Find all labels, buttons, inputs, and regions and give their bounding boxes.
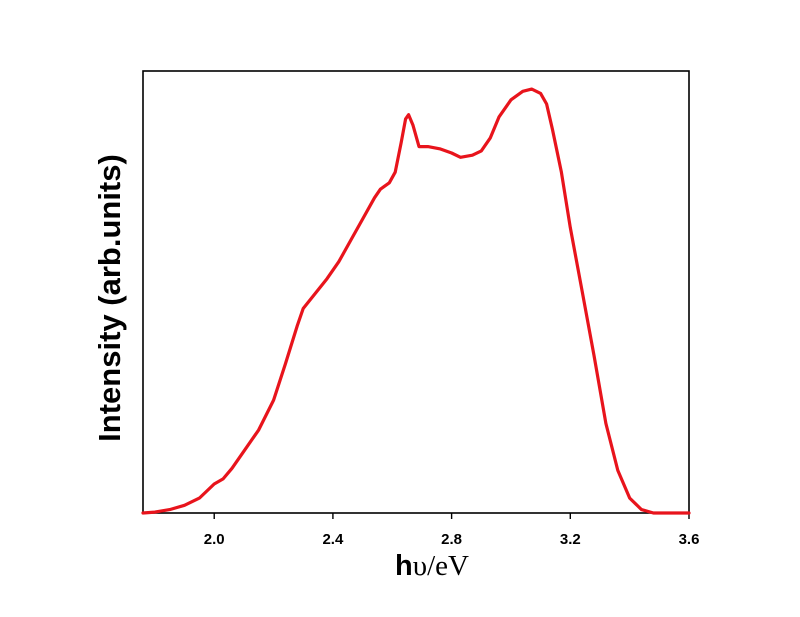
x-tick-label-3.6: 3.6 <box>679 531 700 548</box>
x-axis-tick-labels: 2.0 2.4 2.8 3.2 3.6 <box>204 531 700 548</box>
x-axis-title-rest: υ/eV <box>413 550 469 582</box>
x-tick-label-2.8: 2.8 <box>441 531 462 548</box>
x-axis-title-h: h <box>395 550 413 582</box>
x-tick-label-3.2: 3.2 <box>560 531 581 548</box>
spectrum-line <box>141 87 691 515</box>
x-tick-label-2.0: 2.0 <box>204 531 225 548</box>
x-tick-label-2.4: 2.4 <box>322 531 344 548</box>
x-axis-ticks <box>213 513 690 519</box>
x-axis-title: hυ/eV <box>395 550 469 582</box>
plot-frame <box>142 70 690 514</box>
y-axis-title: Intensity (arb.units) <box>92 154 127 442</box>
